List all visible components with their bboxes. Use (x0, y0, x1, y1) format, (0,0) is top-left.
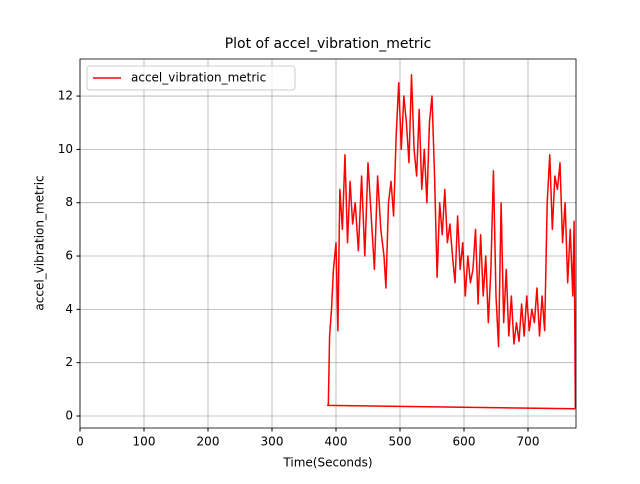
y-axis-label: accel_vibration_metric (33, 175, 47, 310)
x-axis-label: Time(Seconds) (282, 456, 372, 470)
y-tick-label: 6 (65, 249, 73, 263)
y-tick-label: 10 (58, 142, 73, 156)
x-tick-label: 0 (76, 435, 84, 449)
x-tick-label: 400 (325, 435, 348, 449)
plot-frame (79, 58, 577, 429)
y-tick-label: 12 (58, 89, 73, 103)
x-tick-label: 100 (133, 435, 156, 449)
x-tick-label: 700 (517, 435, 540, 449)
y-tick-label: 0 (65, 409, 73, 423)
x-tick-label: 500 (389, 435, 412, 449)
y-tick-label: 8 (65, 195, 73, 209)
chart-title: Plot of accel_vibration_metric (225, 36, 432, 52)
y-tick-label: 4 (65, 302, 73, 316)
x-tick-label: 600 (453, 435, 476, 449)
x-tick-label: 200 (197, 435, 220, 449)
data-line (326, 73, 577, 410)
legend-label: accel_vibration_metric (131, 71, 266, 85)
y-tick-label: 2 (65, 355, 73, 369)
x-tick-label: 300 (261, 435, 284, 449)
legend-box (86, 65, 296, 91)
